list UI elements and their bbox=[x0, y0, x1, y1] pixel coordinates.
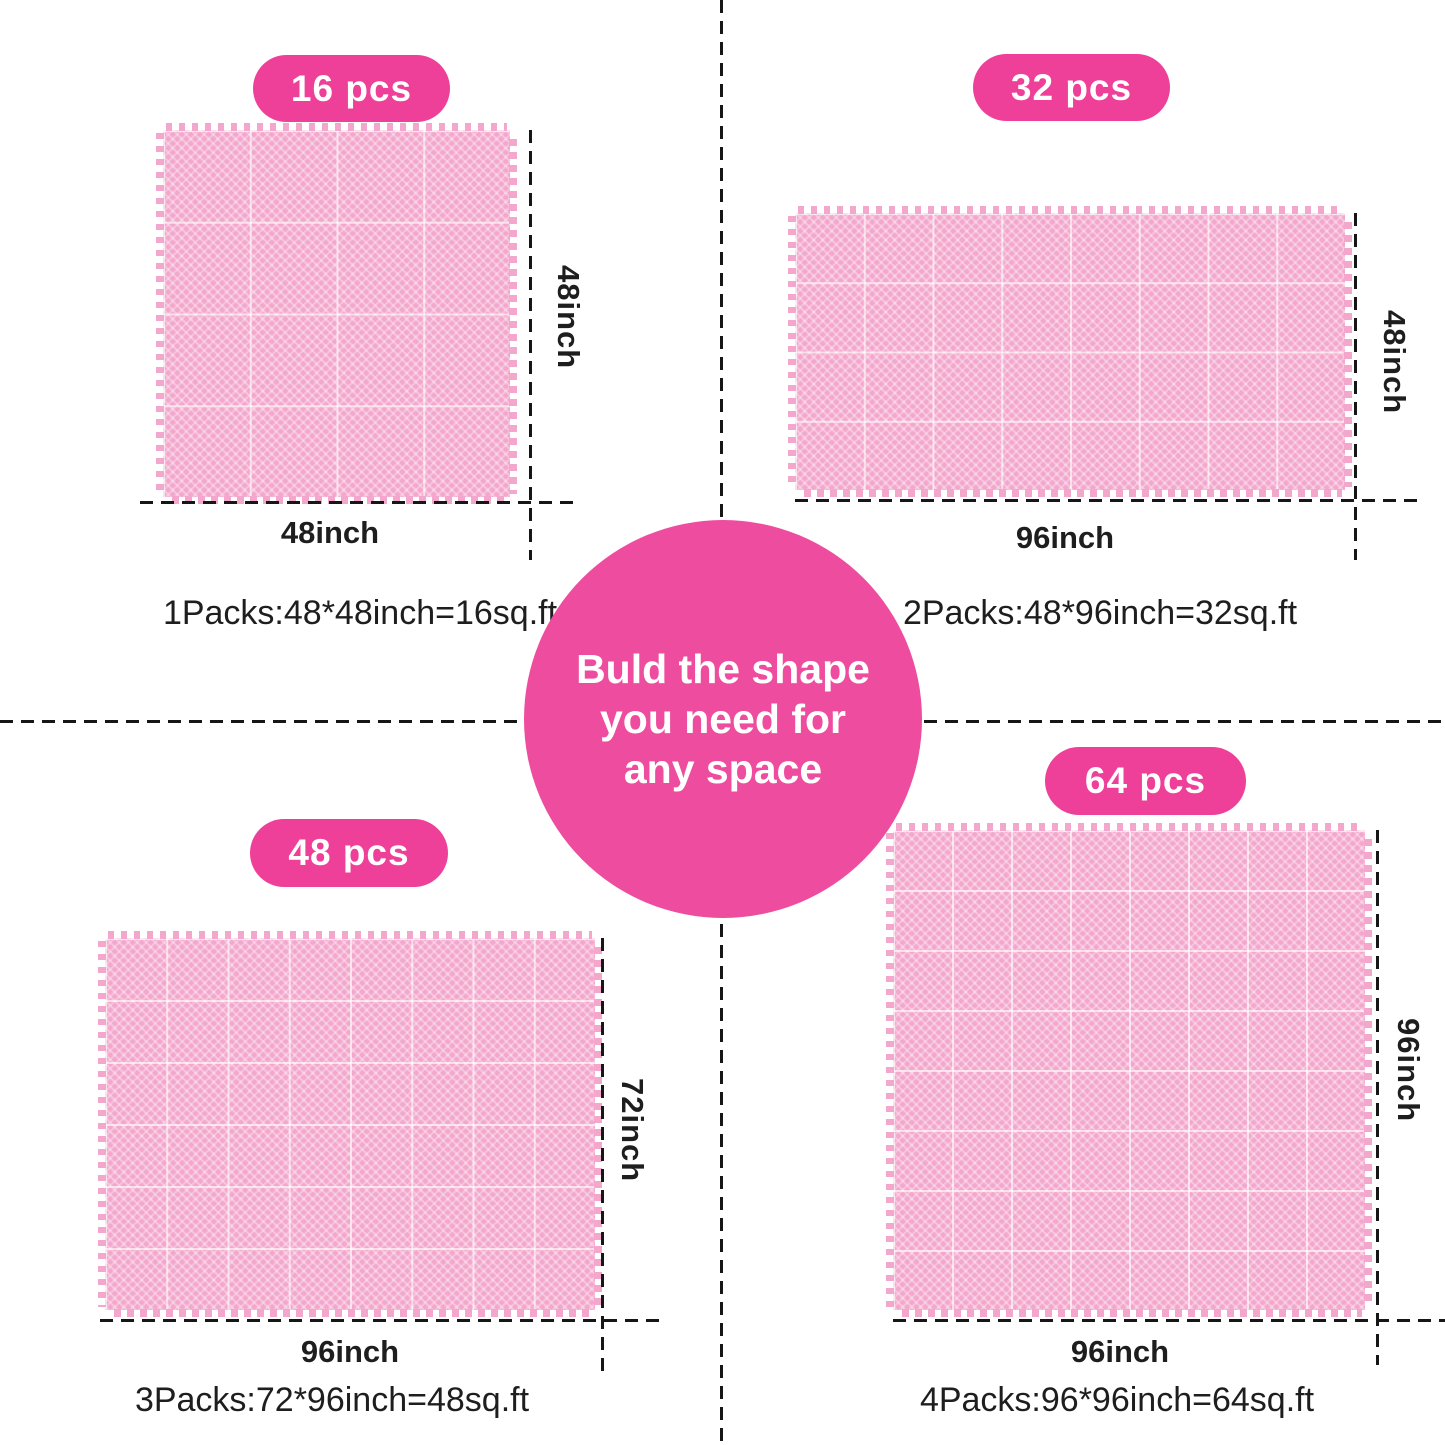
height-label-64pcs: 96inch bbox=[1391, 1018, 1426, 1123]
mat-edge-teeth bbox=[509, 133, 517, 494]
mat-64pcs bbox=[886, 823, 1372, 1317]
badge-16pcs: 16 pcs bbox=[253, 55, 450, 122]
dim-line-width-64pcs bbox=[893, 1319, 1445, 1322]
badge-16pcs-label: 16 pcs bbox=[290, 67, 413, 109]
dim-line-width-48pcs bbox=[100, 1319, 660, 1322]
width-label-32pcs: 96inch bbox=[1015, 520, 1115, 555]
mat-edge-teeth bbox=[896, 823, 1362, 831]
center-message-line: you need for bbox=[599, 695, 847, 742]
mat-edge-teeth bbox=[886, 833, 894, 1307]
mat-edge-teeth bbox=[594, 941, 602, 1307]
center-message-line: any space bbox=[623, 746, 823, 792]
mat-16pcs bbox=[156, 123, 517, 504]
mat-edge-teeth bbox=[1344, 216, 1352, 487]
height-label-32pcs: 48inch bbox=[1377, 310, 1412, 415]
mat-edge-teeth bbox=[798, 489, 1342, 497]
width-label-48pcs: 96inch bbox=[300, 1334, 400, 1369]
badge-64pcs: 64 pcs bbox=[1045, 747, 1246, 815]
dim-line-width-16pcs bbox=[140, 501, 578, 504]
dim-line-width-32pcs bbox=[795, 499, 1425, 502]
height-label-16pcs: 48inch bbox=[551, 265, 586, 370]
badge-48pcs-label: 48 pcs bbox=[288, 832, 410, 873]
mat-32pcs bbox=[788, 206, 1352, 497]
mat-edge-teeth bbox=[798, 206, 1342, 214]
mat-edge-teeth bbox=[108, 1309, 592, 1317]
badge-32pcs: 32 pcs bbox=[973, 54, 1170, 121]
mat-edge-teeth bbox=[788, 216, 796, 487]
dim-line-height-64pcs bbox=[1376, 830, 1379, 1365]
badge-48pcs: 48 pcs bbox=[250, 819, 448, 887]
badge-64pcs-label: 64 pcs bbox=[1084, 760, 1207, 801]
caption-16pcs: 1Packs:48*48inch=16sq.ft bbox=[162, 594, 558, 632]
center-message-line: Buld the shape bbox=[576, 645, 870, 692]
width-label-64pcs: 96inch bbox=[1070, 1334, 1170, 1369]
dim-line-height-16pcs bbox=[529, 130, 532, 560]
width-label-16pcs: 48inch bbox=[280, 515, 380, 550]
mat-edge-teeth bbox=[1364, 833, 1372, 1307]
height-label-48pcs: 72inch bbox=[615, 1078, 650, 1183]
caption-32pcs: 2Packs:48*96inch=32sq.ft bbox=[902, 594, 1298, 632]
dim-line-height-32pcs bbox=[1354, 213, 1357, 560]
mat-edge-teeth bbox=[166, 496, 507, 504]
mat-edge-teeth bbox=[166, 123, 507, 131]
center-message-circle: Buld the shape you need for any space bbox=[524, 520, 922, 918]
mat-edge-teeth bbox=[108, 931, 592, 939]
mat-edge-teeth bbox=[156, 133, 164, 494]
caption-64pcs: 4Packs:96*96inch=64sq.ft bbox=[919, 1381, 1315, 1419]
mat-48pcs bbox=[98, 931, 602, 1317]
mat-edge-teeth bbox=[98, 941, 106, 1307]
caption-48pcs: 3Packs:72*96inch=48sq.ft bbox=[134, 1381, 530, 1419]
mat-edge-teeth bbox=[896, 1309, 1362, 1317]
dim-line-height-48pcs bbox=[601, 938, 604, 1378]
badge-32pcs-label: 32 pcs bbox=[1010, 66, 1133, 108]
